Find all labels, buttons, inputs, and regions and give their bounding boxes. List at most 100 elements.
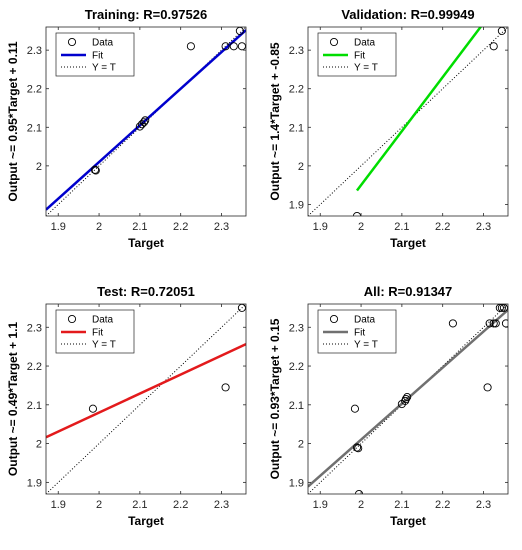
plot-content <box>308 27 508 216</box>
legend-label-identity: Y = T <box>354 340 378 351</box>
data-point <box>489 42 498 51</box>
data-point <box>354 444 363 453</box>
data-point <box>491 319 500 328</box>
x-tick-label: 2 <box>96 499 102 511</box>
x-tick-label: 1.9 <box>51 499 66 511</box>
x-tick-label: 2.3 <box>214 499 229 511</box>
y-tick-label: 2.2 <box>27 361 42 373</box>
legend-label-identity: Y = T <box>354 63 378 74</box>
x-axis-label: Target <box>390 236 426 250</box>
identity-line <box>308 304 508 494</box>
fit-line <box>355 27 483 192</box>
x-tick-label: 2.3 <box>476 499 491 511</box>
plot-content <box>308 304 508 494</box>
x-tick-label: 2.2 <box>435 499 450 511</box>
x-tick-label: 2 <box>358 221 364 233</box>
x-axis-label: Target <box>128 236 164 250</box>
data-point <box>483 383 492 392</box>
y-tick-label: 1.9 <box>289 477 304 489</box>
identity-line <box>308 27 508 216</box>
y-tick-label: 1.9 <box>289 199 304 211</box>
chart-panel-4: 1.9 2 2.1 2.2 2.3 1.9 2 2.1 2.2 2.3 All: R=0.91347… <box>268 284 509 528</box>
legend-label-identity: Y = T <box>92 340 116 351</box>
x-tick-label: 1.9 <box>313 221 328 233</box>
data-point <box>88 404 97 413</box>
identity-line <box>46 304 246 494</box>
chart-title: All: R=0.91347 <box>364 284 453 299</box>
data-point <box>237 42 246 51</box>
data-point <box>186 42 195 51</box>
y-axis-label: Output ~= 0.49*Target + 1.1 <box>6 322 20 476</box>
x-tick-label: 2.1 <box>132 221 147 233</box>
x-tick-label: 2 <box>96 221 102 233</box>
data-point <box>401 394 411 404</box>
data-point <box>90 165 100 174</box>
data-point <box>403 393 412 402</box>
legend-label-identity: Y = T <box>92 63 116 74</box>
axes-box <box>307 26 509 217</box>
axes-box <box>45 303 247 495</box>
y-tick-label: 2 <box>298 161 304 173</box>
legend-label-fit: Fit <box>354 51 365 62</box>
chart-title: Training: R=0.97526 <box>85 7 207 22</box>
x-axis-label: Target <box>390 514 426 528</box>
axes-box <box>307 303 509 495</box>
x-tick-label: 2.1 <box>132 499 147 511</box>
y-tick-label: 1.9 <box>27 477 42 489</box>
identity-line <box>46 27 246 216</box>
y-tick-label: 2.3 <box>289 45 304 57</box>
plot-content <box>46 304 246 494</box>
x-tick-label: 2.3 <box>476 221 491 233</box>
legend-data-marker <box>67 37 77 47</box>
chart-panel-2: 1.9 2 2.1 2.2 2.3 1.9 2 2.1 2.2 2.3 Validation: R=… <box>268 7 509 250</box>
x-tick-label: 2.1 <box>394 221 409 233</box>
y-tick-label: 2.3 <box>27 45 42 57</box>
x-tick-label: 2.2 <box>173 221 188 233</box>
data-point <box>139 118 149 127</box>
legend-data-marker <box>329 314 339 324</box>
legend-data-marker <box>329 37 339 47</box>
chart-panel-1: 1.9 2 2.1 2.2 2.3 2 2.1 2.2 2.3 Training: R=0.975… <box>6 7 247 250</box>
y-tick-label: 2 <box>298 439 304 451</box>
data-point <box>352 443 362 452</box>
data-point <box>448 319 457 328</box>
y-tick-label: 2.3 <box>27 322 42 334</box>
y-axis-label: Output ~= 0.93*Target + 0.15 <box>268 318 282 479</box>
x-tick-label: 2.1 <box>394 499 409 511</box>
data-point <box>229 42 238 51</box>
y-axis-label: Output ~= 1.4*Target + -0.85 <box>268 42 282 200</box>
y-axis-label: Output ~= 0.95*Target + 0.11 <box>6 41 20 202</box>
x-tick-label: 2.3 <box>214 221 229 233</box>
chart-title: Validation: R=0.99949 <box>341 7 474 22</box>
data-point <box>221 42 230 51</box>
y-tick-label: 2 <box>36 161 42 173</box>
axes-box <box>45 26 247 217</box>
legend-label-fit: Fit <box>92 51 103 62</box>
legend-label-data: Data <box>354 38 376 49</box>
legend-label-data: Data <box>92 315 114 326</box>
y-tick-label: 2.2 <box>289 84 304 96</box>
legend-label-fit: Fit <box>354 328 365 339</box>
data-point <box>91 166 100 175</box>
chart-title: Test: R=0.72051 <box>97 284 195 299</box>
y-tick-label: 2.1 <box>27 122 42 134</box>
y-tick-label: 2 <box>36 439 42 451</box>
x-tick-label: 1.9 <box>313 499 328 511</box>
fit-line <box>46 343 246 439</box>
y-tick-label: 2.3 <box>289 322 304 334</box>
data-point <box>485 319 494 328</box>
chart-panel-3: 1.9 2 2.1 2.2 2.3 1.9 2 2.1 2.2 2.3 Test: R=0.7205… <box>6 284 247 528</box>
legend-label-data: Data <box>354 315 376 326</box>
y-tick-label: 2.1 <box>289 122 304 134</box>
data-point <box>489 319 498 328</box>
legend-label-data: Data <box>92 38 114 49</box>
fit-line <box>46 29 246 211</box>
x-tick-label: 2.2 <box>173 499 188 511</box>
y-tick-label: 2.1 <box>27 400 42 412</box>
data-point <box>141 116 150 125</box>
